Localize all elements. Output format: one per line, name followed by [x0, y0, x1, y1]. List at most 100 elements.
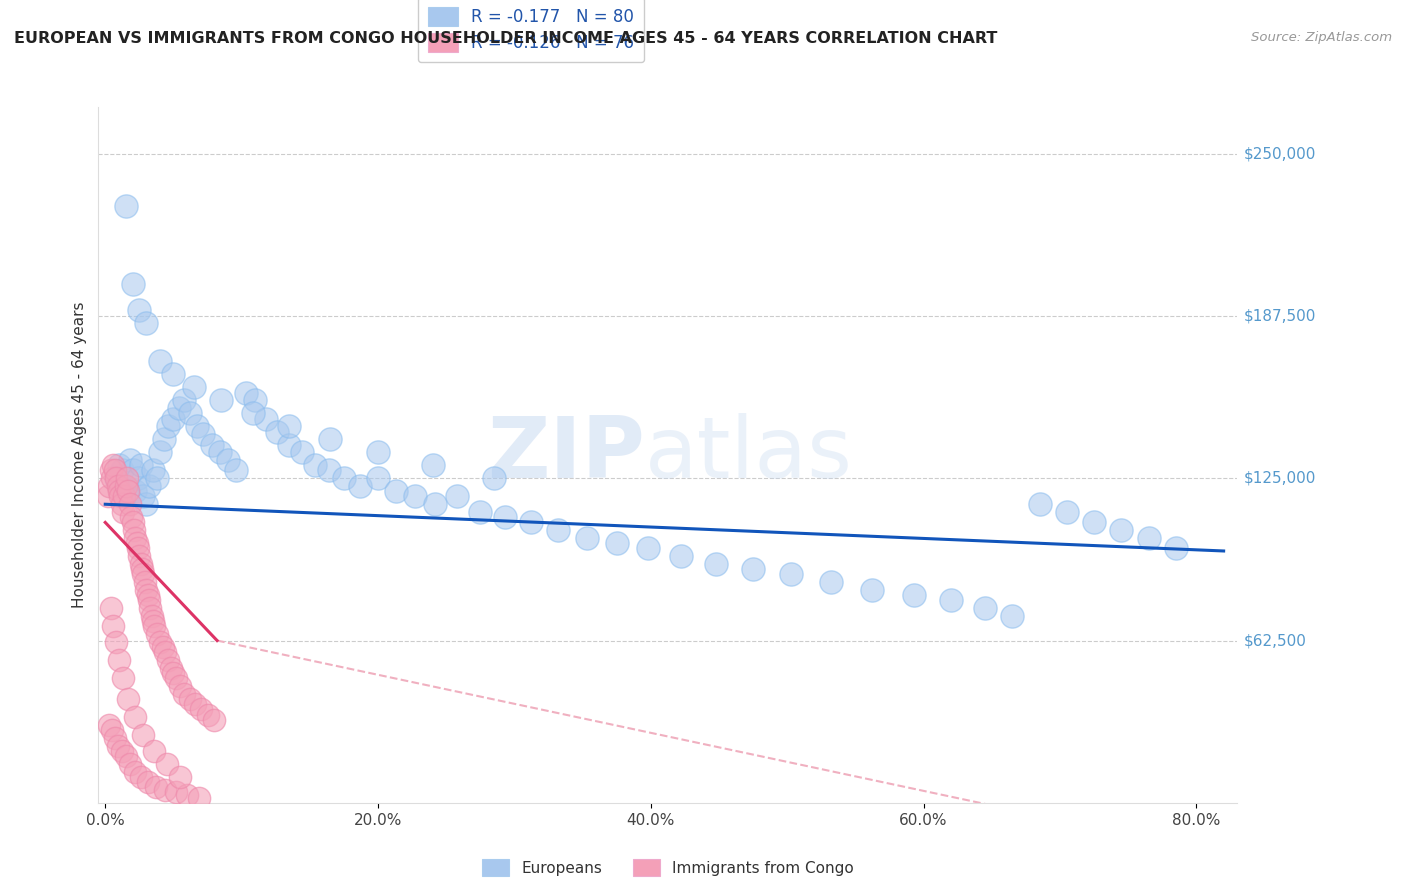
Point [128, 302, 150, 317]
Point [138, 479, 160, 493]
Point [304, 458, 326, 473]
Point [121, 516, 143, 530]
Point [114, 199, 136, 213]
Point [384, 484, 406, 499]
Point [209, 393, 232, 408]
Point [202, 713, 225, 727]
Text: Source: ZipAtlas.com: Source: ZipAtlas.com [1251, 31, 1392, 45]
Point [176, 788, 198, 802]
Point [114, 479, 136, 493]
Point [122, 523, 145, 537]
Point [1028, 497, 1050, 511]
Point [162, 368, 184, 382]
Point [111, 505, 134, 519]
Point [173, 687, 195, 701]
Point [111, 671, 134, 685]
Point [165, 785, 187, 799]
Point [97, 490, 120, 504]
Point [100, 601, 122, 615]
Point [117, 692, 139, 706]
Point [145, 780, 167, 795]
Point [127, 471, 149, 485]
Point [201, 437, 224, 451]
Point [132, 728, 155, 742]
Point [425, 497, 447, 511]
Text: $250,000: $250,000 [1244, 146, 1316, 161]
Point [143, 619, 166, 633]
Point [142, 463, 165, 477]
Point [105, 471, 128, 485]
Point [131, 562, 153, 576]
Point [190, 702, 212, 716]
Point [135, 582, 157, 597]
Point [124, 764, 146, 779]
Point [422, 458, 444, 473]
Point [118, 497, 141, 511]
Point [520, 516, 543, 530]
Point [939, 593, 962, 607]
Text: $125,000: $125,000 [1244, 471, 1316, 486]
Point [135, 497, 157, 511]
Point [319, 433, 342, 447]
Point [114, 749, 136, 764]
Point [162, 665, 184, 680]
Point [129, 557, 152, 571]
Point [165, 671, 187, 685]
Point [107, 479, 129, 493]
Point [98, 479, 121, 493]
Point [134, 575, 156, 590]
Point [128, 549, 150, 564]
Point [152, 640, 174, 654]
Point [108, 653, 131, 667]
Point [117, 484, 139, 499]
Point [120, 510, 142, 524]
Point [242, 406, 264, 420]
Point [108, 458, 131, 473]
Text: $187,500: $187,500 [1244, 309, 1316, 324]
Point [470, 505, 492, 519]
Point [129, 458, 152, 473]
Point [136, 588, 159, 602]
Point [132, 567, 155, 582]
Point [669, 549, 692, 564]
Point [1164, 541, 1187, 556]
Point [179, 692, 201, 706]
Point [149, 445, 172, 459]
Point [494, 510, 516, 524]
Point [153, 433, 176, 447]
Point [974, 601, 997, 615]
Point [1111, 523, 1133, 537]
Point [142, 614, 165, 628]
Point [103, 458, 125, 473]
Point [124, 484, 146, 499]
Point [146, 627, 169, 641]
Point [156, 419, 179, 434]
Point [101, 471, 124, 485]
Point [860, 582, 883, 597]
Point [1001, 608, 1024, 623]
Point [104, 731, 127, 745]
Point [110, 744, 132, 758]
Point [146, 471, 169, 485]
Point [141, 608, 163, 623]
Point [100, 463, 122, 477]
Point [155, 782, 177, 797]
Point [149, 635, 172, 649]
Point [278, 419, 301, 434]
Point [124, 710, 146, 724]
Point [1056, 505, 1078, 519]
Point [704, 557, 727, 571]
Point [547, 523, 569, 537]
Point [143, 744, 166, 758]
Point [105, 471, 128, 485]
Point [107, 739, 129, 753]
Point [108, 484, 131, 499]
Point [118, 453, 141, 467]
Point [446, 490, 468, 504]
Point [118, 756, 141, 771]
Point [98, 718, 121, 732]
Point [125, 536, 148, 550]
Point [193, 427, 215, 442]
Point [188, 790, 211, 805]
Point [173, 393, 195, 408]
